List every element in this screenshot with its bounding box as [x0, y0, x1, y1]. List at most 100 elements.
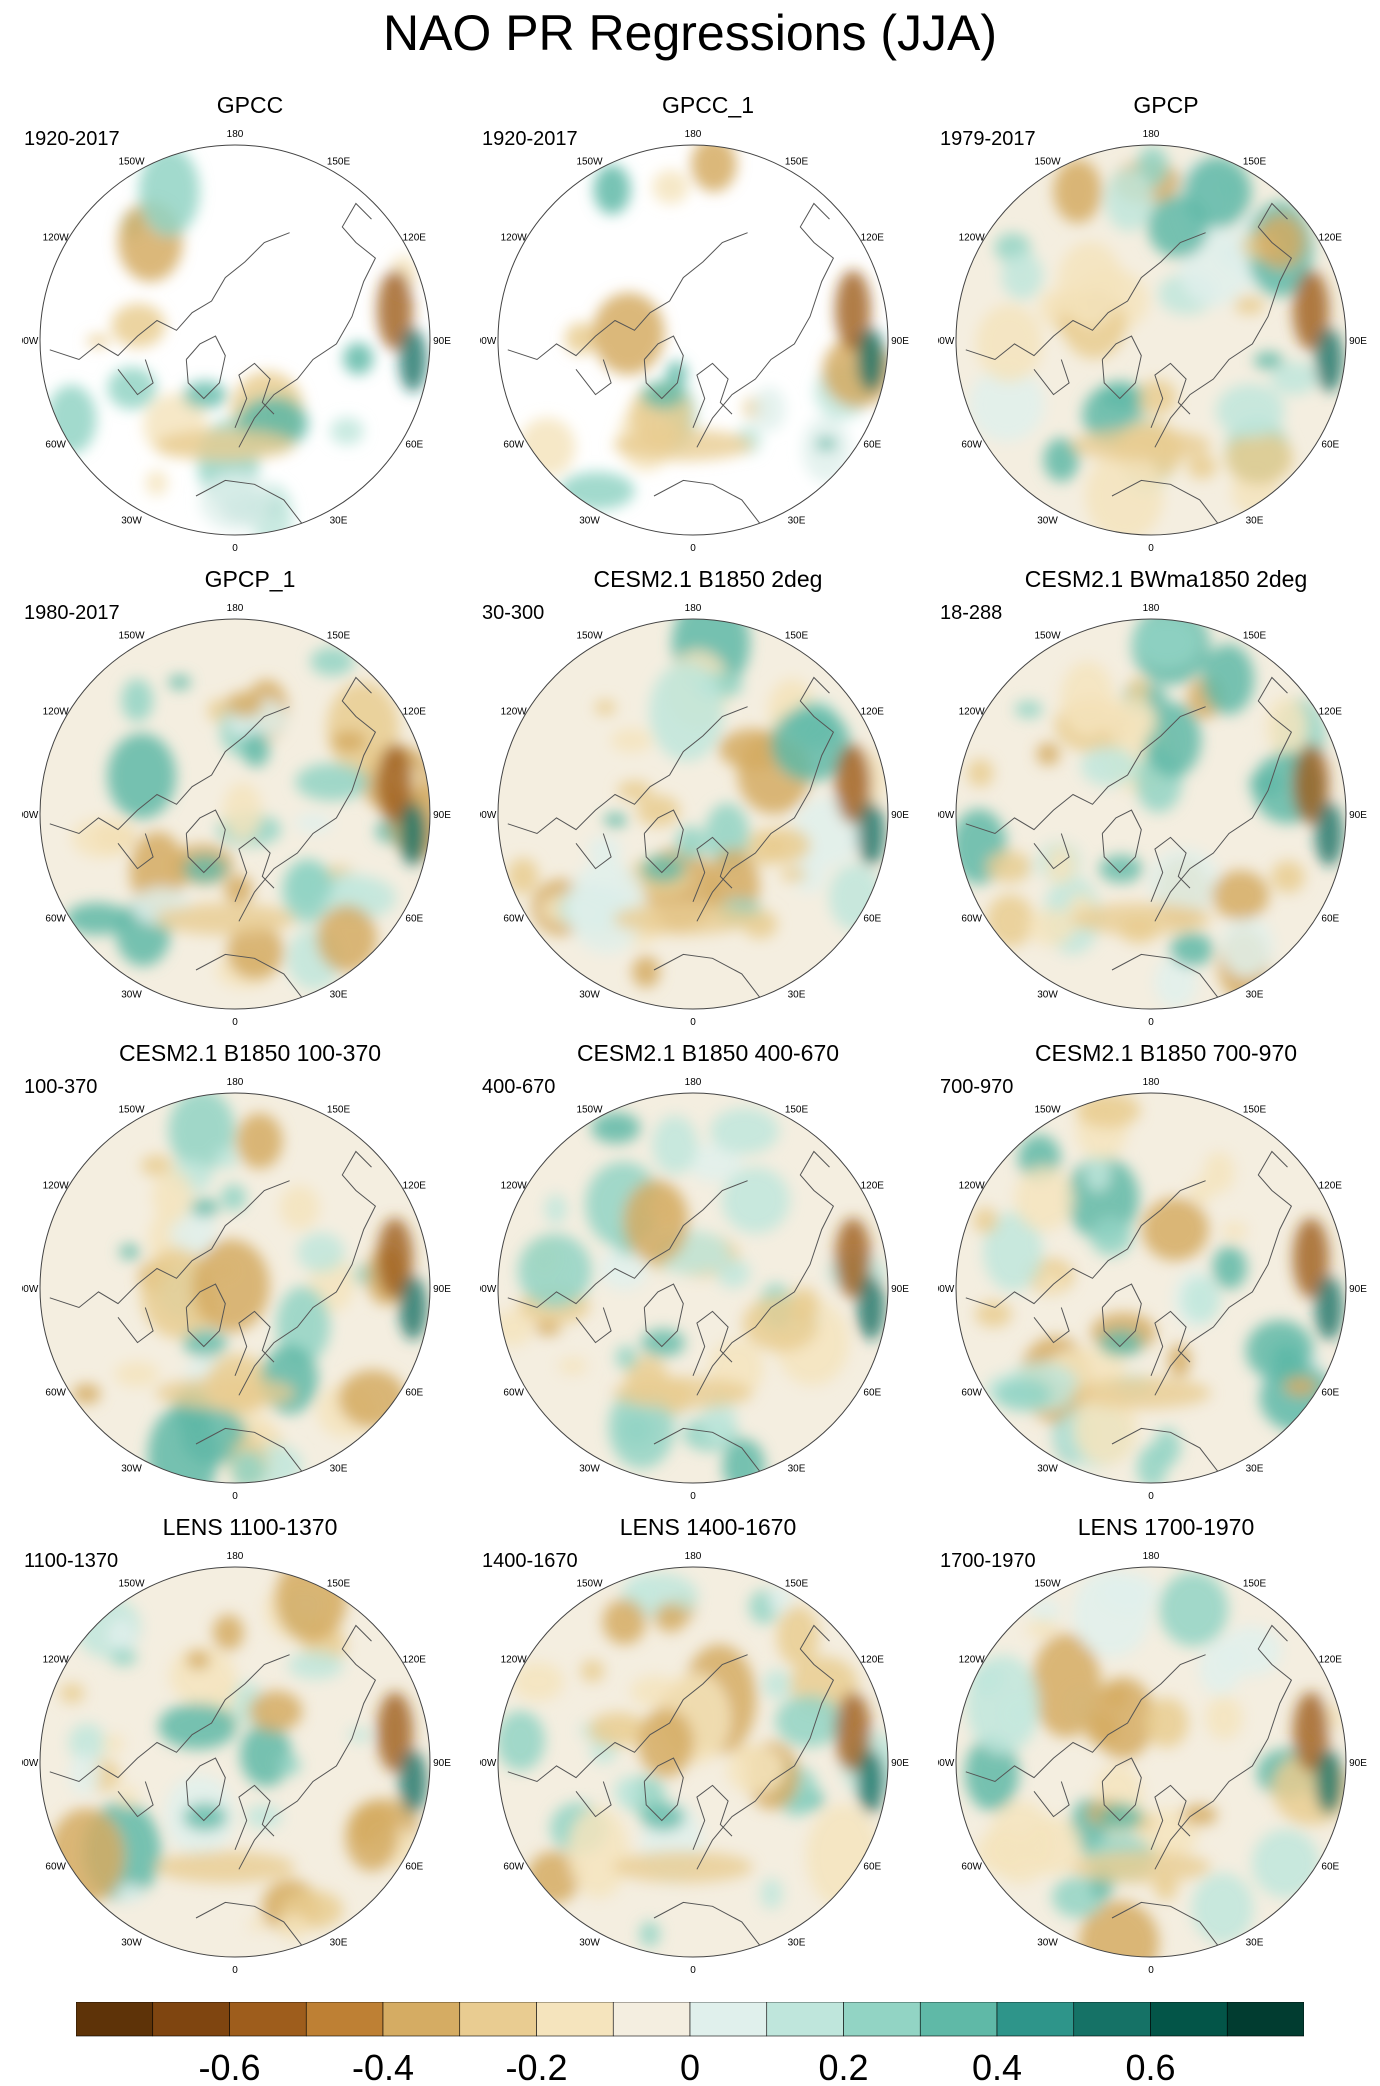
- panel-period: 1400-1670: [482, 1550, 578, 1572]
- longitude-label: 60W: [45, 1862, 66, 1873]
- map-panel: CESM2.1 B1850 2deg 180 150E 120E 90E 60E 30E 0 3…: [480, 566, 936, 1041]
- longitude-label: 90W: [480, 810, 497, 821]
- longitude-label: 120E: [861, 1181, 885, 1192]
- colorbar-swatch: [612, 2002, 691, 2037]
- longitude-label: 180: [227, 1077, 244, 1088]
- longitude-label: 150E: [785, 1579, 809, 1590]
- longitude-label: 0: [232, 1965, 238, 1976]
- longitude-label: 0: [690, 1017, 696, 1028]
- longitude-label: 90E: [433, 1758, 451, 1769]
- longitude-label: 150E: [327, 1105, 351, 1116]
- colorbar-swatch: [536, 2002, 614, 2037]
- longitude-label: 180: [1143, 129, 1160, 140]
- longitude-label: 60W: [503, 1388, 524, 1399]
- longitude-label: 30E: [1246, 989, 1264, 1000]
- longitude-label: 120E: [1319, 707, 1343, 718]
- longitude-label: 0: [1148, 1965, 1154, 1976]
- polar-map: 180 150E 120E 90E 60E 30E 0 30W 60W 90W 120W 150W: [938, 129, 1367, 554]
- longitude-label: 150W: [118, 631, 145, 642]
- longitude-label: 90W: [938, 1758, 955, 1769]
- colorbar-tick-label: -0.2: [505, 2047, 567, 2086]
- longitude-label: 150E: [1243, 157, 1267, 168]
- longitude-label: 90E: [433, 810, 451, 821]
- longitude-label: 60E: [863, 1862, 881, 1873]
- polar-map: 180 150E 120E 90E 60E 30E 0 30W 60W 90W 120W 150W: [22, 1551, 451, 1976]
- polar-map: 180 150E 120E 90E 60E 30E 0 30W 60W 90W 120W 150W: [22, 603, 451, 1028]
- longitude-label: 30W: [579, 989, 600, 1000]
- longitude-label: 60W: [961, 440, 982, 451]
- longitude-label: 30W: [1037, 1937, 1058, 1948]
- colorbar-swatch: [843, 2002, 921, 2037]
- panel-period: 100-370: [24, 1076, 98, 1098]
- colorbar-tick-label: 0: [680, 2047, 700, 2086]
- longitude-label: 90E: [1349, 1284, 1367, 1295]
- longitude-label: 60W: [961, 914, 982, 925]
- longitude-label: 120E: [1319, 1181, 1343, 1192]
- longitude-label: 30E: [1246, 515, 1264, 526]
- longitude-label: 180: [685, 129, 702, 140]
- longitude-label: 120W: [959, 1181, 986, 1192]
- longitude-label: 150E: [785, 1105, 809, 1116]
- panel-period: 1980-2017: [24, 602, 120, 624]
- longitude-label: 90W: [22, 336, 39, 347]
- longitude-label: 150W: [576, 1105, 603, 1116]
- longitude-label: 120W: [959, 707, 986, 718]
- longitude-label: 60E: [405, 914, 423, 925]
- longitude-label: 120W: [501, 233, 528, 244]
- longitude-label: 30W: [1037, 989, 1058, 1000]
- longitude-label: 120E: [403, 233, 427, 244]
- colorbar-swatch: [1073, 2002, 1151, 2037]
- longitude-label: 90W: [938, 810, 955, 821]
- longitude-label: 120E: [403, 1655, 427, 1666]
- longitude-label: 30E: [788, 989, 806, 1000]
- longitude-label: 30W: [579, 1463, 600, 1474]
- longitude-label: 150E: [1243, 1105, 1267, 1116]
- longitude-label: 120E: [861, 707, 885, 718]
- longitude-label: 0: [1148, 543, 1154, 554]
- longitude-label: 30E: [788, 1937, 806, 1948]
- map-panel: CESM2.1 BWma1850 2deg 180 150E 120E 90E 60E 30…: [938, 566, 1380, 1041]
- longitude-label: 90E: [891, 1758, 909, 1769]
- longitude-label: 150E: [327, 1579, 351, 1590]
- longitude-label: 120E: [1319, 1655, 1343, 1666]
- polar-map: 180 150E 120E 90E 60E 30E 0 30W 60W 90W 120W 150W: [480, 129, 909, 554]
- colorbar-swatch: [459, 2002, 537, 2037]
- longitude-label: 90W: [22, 810, 39, 821]
- longitude-label: 120W: [43, 233, 70, 244]
- colorbar-swatch: [305, 2002, 384, 2037]
- longitude-label: 60E: [863, 914, 881, 925]
- longitude-label: 60E: [863, 1388, 881, 1399]
- map-panel: CESM2.1 B1850 400-670 180 150E 120E 90E 60E 30…: [480, 1040, 936, 1515]
- figure-title: NAO PR Regressions (JJA): [382, 5, 998, 61]
- longitude-label: 60E: [1321, 1388, 1339, 1399]
- longitude-label: 120E: [861, 233, 885, 244]
- longitude-label: 60W: [45, 440, 66, 451]
- panel-period: 700-970: [940, 1076, 1014, 1098]
- panel-title: CESM2.1 B1850 2deg: [593, 566, 823, 592]
- panel-title: CESM2.1 B1850 700-970: [1034, 1040, 1298, 1066]
- longitude-label: 120E: [403, 707, 427, 718]
- longitude-label: 30W: [1037, 1463, 1058, 1474]
- longitude-label: 180: [227, 1551, 244, 1562]
- panel-period: 30-300: [482, 602, 545, 624]
- map-panel: GPCP 180 150E 120E 90E 60E 30E 0 30W 60W 90W 120W 15…: [938, 92, 1380, 567]
- longitude-label: 30E: [330, 515, 348, 526]
- longitude-label: 60W: [45, 1388, 66, 1399]
- map-panel: CESM2.1 B1850 100-370 180 150E 120E 90E 60E 30…: [22, 1040, 478, 1515]
- map-panel: GPCC 180 150E 120E 90E 60E 30E 0 30W 60W 90W 120W 15…: [22, 92, 478, 567]
- polar-map: 180 150E 120E 90E 60E 30E 0 30W 60W 90W 120W 150W: [480, 603, 909, 1028]
- longitude-label: 30W: [579, 515, 600, 526]
- longitude-label: 120W: [959, 1655, 986, 1666]
- longitude-label: 150W: [1034, 1105, 1061, 1116]
- polar-map: 180 150E 120E 90E 60E 30E 0 30W 60W 90W 120W 150W: [938, 1077, 1367, 1502]
- longitude-label: 0: [690, 543, 696, 554]
- longitude-label: 120W: [43, 707, 70, 718]
- longitude-label: 150W: [118, 1105, 145, 1116]
- longitude-label: 120W: [501, 1655, 528, 1666]
- longitude-label: 120W: [501, 1181, 528, 1192]
- longitude-label: 150E: [785, 157, 809, 168]
- colorbar-tick-label: -0.4: [352, 2047, 414, 2086]
- colorbar-swatch: [996, 2002, 1075, 2037]
- longitude-label: 30W: [121, 1937, 142, 1948]
- panel-title: LENS 1700-1970: [1077, 1514, 1255, 1540]
